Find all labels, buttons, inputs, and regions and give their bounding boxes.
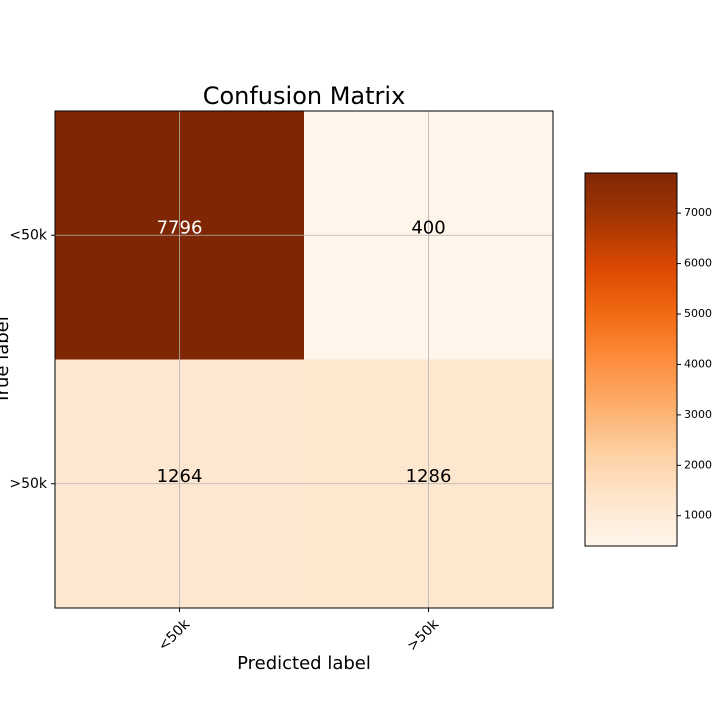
x-tick-label: >50k [404,616,443,655]
y-tick-label: >50k [9,476,48,492]
colorbar-tick-label: 7000 [684,206,712,219]
x-axis-label: Predicted label [237,653,371,674]
y-tick-label: <50k [9,227,48,243]
plot-frame [54,110,554,609]
y-axis-label: True label [0,316,13,405]
colorbar-tick-label: 6000 [684,257,712,270]
chart-title: Confusion Matrix [203,82,406,110]
colorbar-tick-label: 1000 [684,509,712,522]
x-tick-label: <50k [155,616,194,655]
colorbar-tick-label: 5000 [684,307,712,320]
cell-label: 1264 [157,466,203,487]
cell-label: 7796 [157,217,203,238]
cell-label: 1286 [406,466,452,487]
cell-label: 400 [411,217,445,238]
colorbar [584,172,678,547]
colorbar-tick-label: 2000 [684,458,712,471]
colorbar-tick-label: 3000 [684,408,712,421]
colorbar-tick-label: 4000 [684,357,712,370]
